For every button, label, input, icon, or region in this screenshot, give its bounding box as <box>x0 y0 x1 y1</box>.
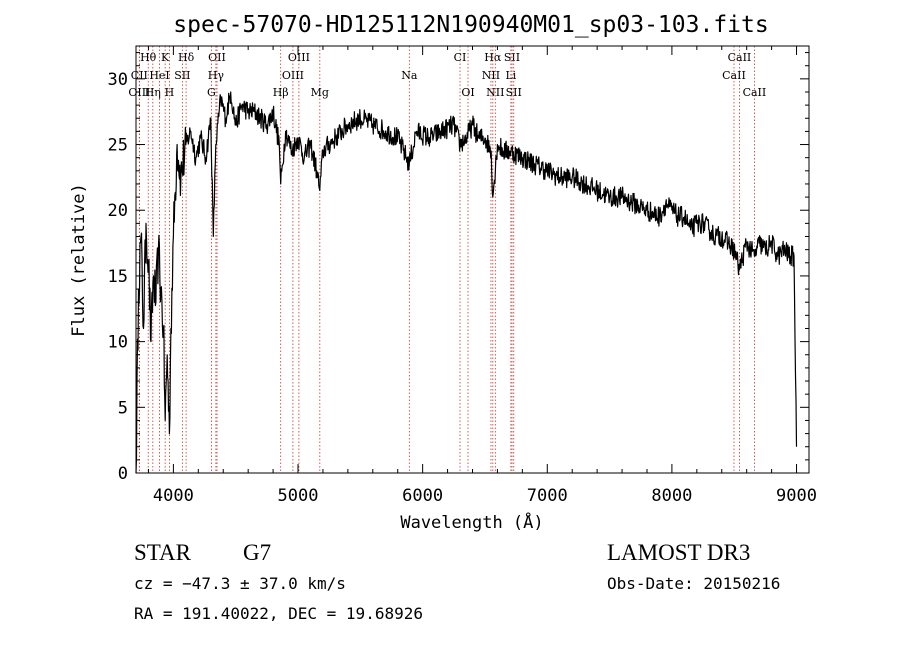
object-class: STAR <box>134 540 191 565</box>
y-tick-label: 0 <box>118 464 128 484</box>
line-marker-label: CI <box>454 51 467 64</box>
line-marker-label: HeI <box>149 69 169 82</box>
x-axis-label: Wavelength (Å) <box>400 511 543 533</box>
x-tick-label: 6000 <box>402 486 443 506</box>
line-marker-label: Mg <box>311 86 329 99</box>
x-tick-label: 7000 <box>527 486 568 506</box>
line-marker-label: Hδ <box>178 51 195 64</box>
x-tick-label: 9000 <box>776 486 817 506</box>
line-marker-label: Hθ <box>140 51 157 64</box>
line-marker-label: OIII <box>282 69 304 82</box>
line-marker-label: NII <box>482 69 500 82</box>
flux-series-line <box>135 91 798 474</box>
y-tick-label: 15 <box>108 267 128 287</box>
line-marker-label: K <box>161 51 170 64</box>
line-marker-label: SII <box>506 86 522 99</box>
line-marker-label: CaII <box>722 69 746 82</box>
coordinates: RA = 191.40022, DEC = 19.68926 <box>134 604 423 623</box>
survey-name: LAMOST DR3 <box>607 540 751 565</box>
line-marker-label: G <box>207 86 216 99</box>
line-marker-label: Hγ <box>208 69 225 82</box>
y-axis-ticks: 0 5 10 15 20 25 30 <box>108 52 809 484</box>
line-marker-label: SII <box>504 51 520 64</box>
redshift-velocity: cz = −47.3 ± 37.0 km/s <box>134 574 346 593</box>
line-marker-label: SII <box>174 69 190 82</box>
chart-title: spec-57070-HD125112N190940M01_sp03-103.f… <box>173 12 768 38</box>
line-marker-label: OIII <box>288 51 310 64</box>
plot-frame <box>135 45 810 474</box>
object-subclass: G7 <box>243 540 272 565</box>
line-marker-label: CaII <box>728 51 752 64</box>
observation-date: Obs-Date: 20150216 <box>607 574 781 593</box>
line-marker-label: CaII <box>743 86 767 99</box>
y-tick-label: 10 <box>108 333 128 353</box>
line-marker-label: Li <box>505 69 516 82</box>
line-marker-label: NII <box>486 86 504 99</box>
line-marker-label: H <box>165 86 175 99</box>
line-marker-label: Na <box>401 69 418 82</box>
line-marker-label: Hα <box>484 51 502 64</box>
line-marker-label: OIII <box>128 86 150 99</box>
x-axis-ticks: 4000 5000 6000 7000 8000 9000 <box>147 46 817 506</box>
line-marker-label: OII <box>208 51 226 64</box>
y-tick-label: 25 <box>108 136 128 156</box>
x-tick-label: 8000 <box>651 486 692 506</box>
y-tick-label: 30 <box>108 70 128 90</box>
line-marker-label: Hβ <box>273 86 289 99</box>
y-axis-label: Flux (relative) <box>69 183 89 337</box>
y-tick-label: 20 <box>108 201 128 221</box>
line-marker-label: OI <box>461 86 474 99</box>
x-tick-label: 4000 <box>153 486 194 506</box>
x-tick-label: 5000 <box>278 486 319 506</box>
line-marker-label: Hη <box>145 86 161 99</box>
y-tick-label: 5 <box>118 398 128 418</box>
